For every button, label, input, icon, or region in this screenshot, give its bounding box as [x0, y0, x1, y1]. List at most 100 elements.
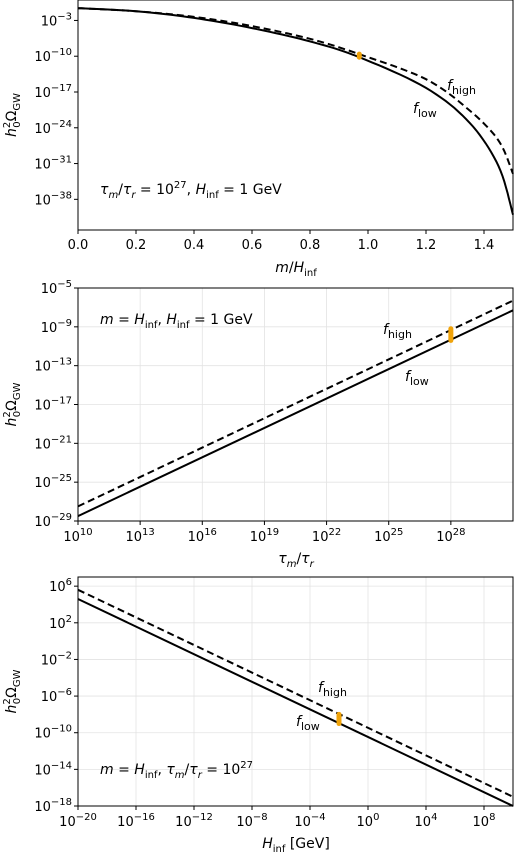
series-label-f-high-f: f	[318, 680, 325, 696]
y-tick-label-exp: −2	[57, 650, 72, 661]
annotation-m: m	[100, 762, 114, 778]
series-label-f-high-sub: high	[452, 84, 476, 97]
annotation-m: m	[100, 312, 114, 328]
y-axis-label-h: h	[4, 128, 20, 137]
y-tick-label: 10−17	[34, 396, 72, 414]
y-tick-label: 10−3	[41, 11, 72, 29]
annotation-comma: ,	[157, 312, 166, 328]
y-axis-label-zero: 0	[12, 698, 23, 704]
annotation-comma: ,	[187, 182, 196, 198]
annotation-inf: inf	[206, 190, 219, 201]
y-tick-label-base: 10	[34, 727, 51, 742]
x-tick-label: 0.8	[300, 238, 321, 253]
y-tick-label-base: 10	[34, 399, 51, 414]
y-tick-label-exp: −38	[51, 190, 72, 201]
annotation-eq2: = 10	[202, 762, 240, 778]
y-tick-label-exp: −10	[51, 724, 72, 735]
y-tick-label-base: 10	[34, 360, 51, 375]
x-tick-label-exp: 22	[328, 527, 341, 538]
y-tick-label-base: 10	[34, 763, 51, 778]
x-tick-label: 1025	[374, 527, 403, 545]
y-tick-label-base: 10	[34, 193, 51, 208]
x-axis-label-H: H	[294, 260, 305, 276]
annotation-eq: =	[114, 312, 135, 328]
y-axis-label-zero: 0	[12, 121, 23, 127]
annotation-m2: m	[175, 770, 185, 781]
y-tick-label-exp: −14	[51, 760, 72, 771]
x-tick-label-exp: −16	[134, 812, 155, 823]
x-axis-label-slash: /	[296, 551, 301, 567]
series-label-f-high: fhigh	[318, 680, 347, 699]
series-label-f-high: fhigh	[447, 78, 476, 97]
y-tick-label-exp: −13	[51, 357, 72, 368]
series-label-f-low: flow	[296, 714, 320, 733]
x-axis-label-sub: inf	[273, 844, 286, 853]
x-tick-label-base: 10	[117, 815, 134, 830]
x-tick-label-base: 10	[436, 530, 453, 545]
y-tick-label-base: 10	[49, 580, 66, 595]
x-axis-label-r: r	[310, 559, 315, 570]
series-label-f-low-f: f	[413, 101, 420, 117]
x-tick-label-exp: 19	[266, 527, 279, 538]
y-tick-label-exp: −21	[51, 434, 72, 445]
series-f-high-line	[77, 299, 514, 508]
annotation-inf: inf	[145, 770, 158, 781]
annotation-H: H	[134, 762, 145, 778]
annotation-m: m	[108, 190, 118, 201]
y-tick-label: 102	[49, 614, 72, 632]
x-tick-label-exp: −8	[253, 812, 268, 823]
x-axis-label-m: m	[275, 260, 289, 276]
x-tick-label-exp: 25	[391, 527, 404, 538]
annotation-val: = 1 GeV	[219, 182, 282, 198]
y-axis-label-zero: 0	[12, 411, 23, 417]
x-tick-label: 10−8	[236, 812, 267, 830]
x-tick-label-exp: 28	[453, 527, 466, 538]
x-axis-label-slash: /	[289, 260, 294, 276]
x-tick-label-base: 10	[63, 530, 80, 545]
x-tick-label: 100	[357, 812, 380, 830]
y-axis-label-sq: 2	[2, 698, 13, 704]
axes-frame	[77, 576, 514, 807]
x-tick-label: 10−20	[59, 812, 97, 830]
annotation-slash: /	[185, 762, 190, 778]
x-tick-label-exp: 8	[489, 812, 495, 823]
x-tick-label: 104	[415, 812, 438, 830]
y-tick-label: 10−2	[41, 650, 72, 668]
x-axis-label-H: H	[262, 836, 273, 852]
x-tick-label: 1013	[126, 527, 155, 545]
x-tick-label: 10−16	[117, 812, 155, 830]
y-tick-label: 10−6	[41, 687, 72, 705]
x-axis-label: m/Hinf	[275, 260, 317, 279]
y-tick-label: 10−10	[34, 724, 72, 742]
annotation-tau2: τ	[123, 182, 132, 198]
x-tick-label-exp: 0	[373, 812, 379, 823]
y-axis-label-gw: GW	[12, 669, 23, 687]
y-tick-label: 10−31	[34, 155, 72, 173]
x-tick-label-base: 10	[294, 815, 311, 830]
series-label-f-high: fhigh	[383, 322, 412, 341]
y-axis-label-sq: 2	[2, 411, 13, 417]
y-tick-label: 10−29	[34, 512, 72, 530]
x-tick-label: 1016	[188, 527, 217, 545]
y-axis-label-h: h	[4, 418, 20, 427]
y-tick-label-base: 10	[34, 50, 51, 65]
y-tick-label-exp: −25	[51, 473, 72, 484]
annotation: m = Hinf, τm/τr = 1027	[100, 760, 253, 781]
y-tick-label-base: 10	[34, 515, 51, 530]
series-label-f-low-sub: low	[410, 375, 429, 388]
x-axis-label-tau2: τ	[301, 551, 310, 567]
y-tick-label: 10−10	[34, 47, 72, 65]
x-tick-label-base: 10	[312, 530, 329, 545]
annotation-tau2: τ	[189, 762, 198, 778]
chart-panel-2: 1010 1013 1016 1019 1022 1025 102810−510−910−1…	[2, 279, 514, 545]
x-tick-label: 1.0	[358, 238, 379, 253]
x-tick-label: 0.6	[242, 238, 263, 253]
series-label-f-low: flow	[413, 101, 437, 120]
x-tick-label: 1028	[436, 527, 465, 545]
y-tick-label: 10−14	[34, 760, 72, 778]
x-tick-label-exp: 4	[431, 812, 437, 823]
x-tick-label-base: 10	[250, 530, 267, 545]
y-tick-label: 10−13	[34, 357, 72, 375]
x-axis-label-unit: [GeV]	[285, 836, 329, 852]
series-f-low-line	[77, 309, 514, 518]
